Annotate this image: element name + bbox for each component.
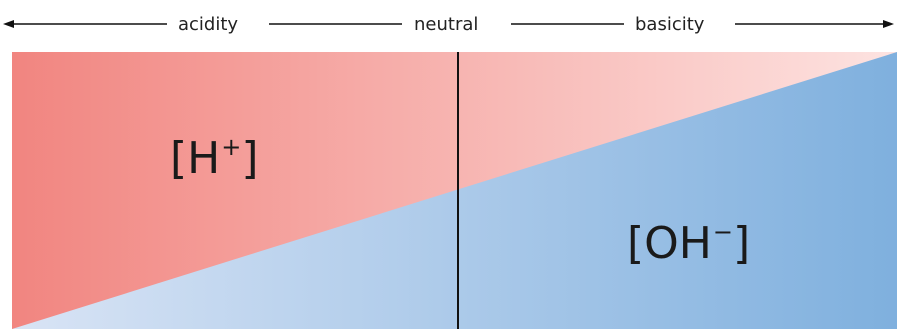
hydrogen-ion-close: ] xyxy=(241,133,259,184)
hydrogen-ion-charge: + xyxy=(221,133,242,161)
hydroxide-ion-label: [OH−] xyxy=(627,220,750,266)
hydrogen-ion-label: [H+] xyxy=(170,135,259,181)
hydroxide-ion-close: ] xyxy=(733,218,751,269)
hydroxide-ion-base: [OH xyxy=(627,218,712,269)
hydroxide-ion-region xyxy=(12,52,897,329)
arrow-left-head xyxy=(3,20,14,28)
hydroxide-ion-charge: − xyxy=(712,218,733,246)
neutral-label: neutral xyxy=(414,14,478,35)
arrow-right-head xyxy=(883,20,894,28)
ph-scale-arrow: acidity neutral basicity xyxy=(3,14,894,35)
hydrogen-ion-base: [H xyxy=(170,133,221,184)
ion-concentration-diagram xyxy=(12,52,897,329)
basicity-label: basicity xyxy=(635,14,705,35)
acidity-label: acidity xyxy=(178,14,238,35)
